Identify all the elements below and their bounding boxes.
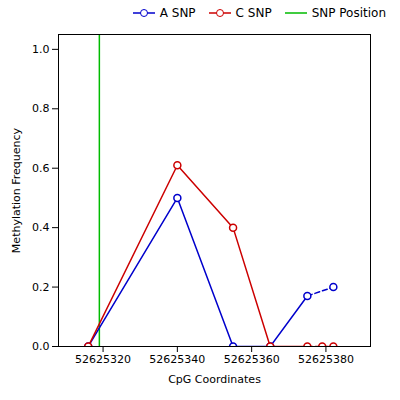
svg-text:52625340: 52625340	[149, 353, 205, 366]
svg-text:0.0: 0.0	[32, 340, 50, 353]
html-text:A SNP: A SNP	[159, 6, 196, 20]
svg-text:0.2: 0.2	[32, 281, 50, 294]
html-text:SNP Position: SNP Position	[311, 6, 386, 20]
svg-text:52625380: 52625380	[298, 353, 354, 366]
svg-text:0.4: 0.4	[32, 221, 50, 234]
svg-text:1.0: 1.0	[32, 43, 50, 56]
svg-text:CpG Coordinates: CpG Coordinates	[168, 373, 261, 386]
svg-text:52625320: 52625320	[75, 353, 131, 366]
svg-text:0.6: 0.6	[32, 162, 50, 175]
svg-text:52625360: 52625360	[224, 353, 280, 366]
svg-text:Methylation Frequency: Methylation Frequency	[10, 127, 23, 253]
svg-text:0.8: 0.8	[32, 102, 50, 115]
html-text:C SNP: C SNP	[235, 6, 272, 20]
